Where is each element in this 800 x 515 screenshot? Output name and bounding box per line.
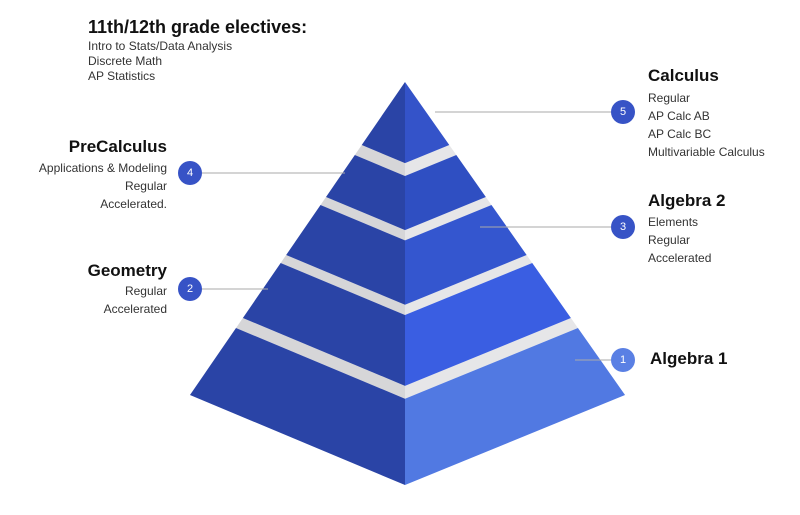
level-name: PreCalculus [69, 137, 167, 156]
elective-item: AP Statistics [88, 69, 155, 83]
pyramid [189, 82, 626, 485]
level-number: 5 [620, 106, 626, 118]
electives-title: 11th/12th grade electives: [88, 17, 307, 37]
level-name: Geometry [88, 261, 168, 280]
level-number: 2 [187, 283, 193, 295]
level-badge [611, 100, 635, 124]
level-badge [178, 161, 202, 185]
separator [354, 145, 405, 176]
level-name: Algebra 1 [650, 349, 727, 368]
separator [405, 145, 457, 176]
level-name: Algebra 2 [648, 191, 725, 210]
elective-item: Discrete Math [88, 54, 162, 68]
tier-right-face [405, 155, 486, 231]
tier-left-face [189, 328, 405, 485]
level-item: Regular [125, 179, 167, 193]
tier-right-face [405, 328, 626, 485]
separator [405, 255, 533, 316]
level-item: Regular [648, 91, 690, 105]
separator [405, 318, 578, 399]
tier-right-face [405, 263, 571, 386]
level-item: Regular [648, 233, 690, 247]
tier-right-face [405, 205, 527, 305]
separator [405, 197, 492, 241]
tier-right-face [405, 82, 450, 164]
level-badge [611, 348, 635, 372]
level-item: Elements [648, 215, 698, 229]
tier-left-face [242, 263, 405, 386]
level-number: 4 [187, 167, 193, 179]
level-item: Regular [125, 284, 167, 298]
level-item: Accelerated. [100, 197, 167, 211]
separator [280, 255, 405, 316]
level-item: Accelerated [648, 251, 711, 265]
tier-left-face [286, 205, 405, 305]
level-number: 1 [620, 354, 626, 366]
level-number: 3 [620, 221, 626, 233]
elective-item: Intro to Stats/Data Analysis [88, 39, 232, 53]
separator [320, 197, 405, 241]
level-item: Multivariable Calculus [648, 145, 765, 159]
level-item: AP Calc AB [648, 109, 710, 123]
level-badge [611, 215, 635, 239]
level-item: Applications & Modeling [39, 161, 167, 175]
tier-left-face [325, 155, 405, 231]
level-item: AP Calc BC [648, 127, 711, 141]
level-item: Accelerated [104, 302, 167, 316]
separator [235, 318, 405, 399]
level-badge [178, 277, 202, 301]
level-name: Calculus [648, 66, 719, 85]
tier-left-face [361, 82, 405, 164]
